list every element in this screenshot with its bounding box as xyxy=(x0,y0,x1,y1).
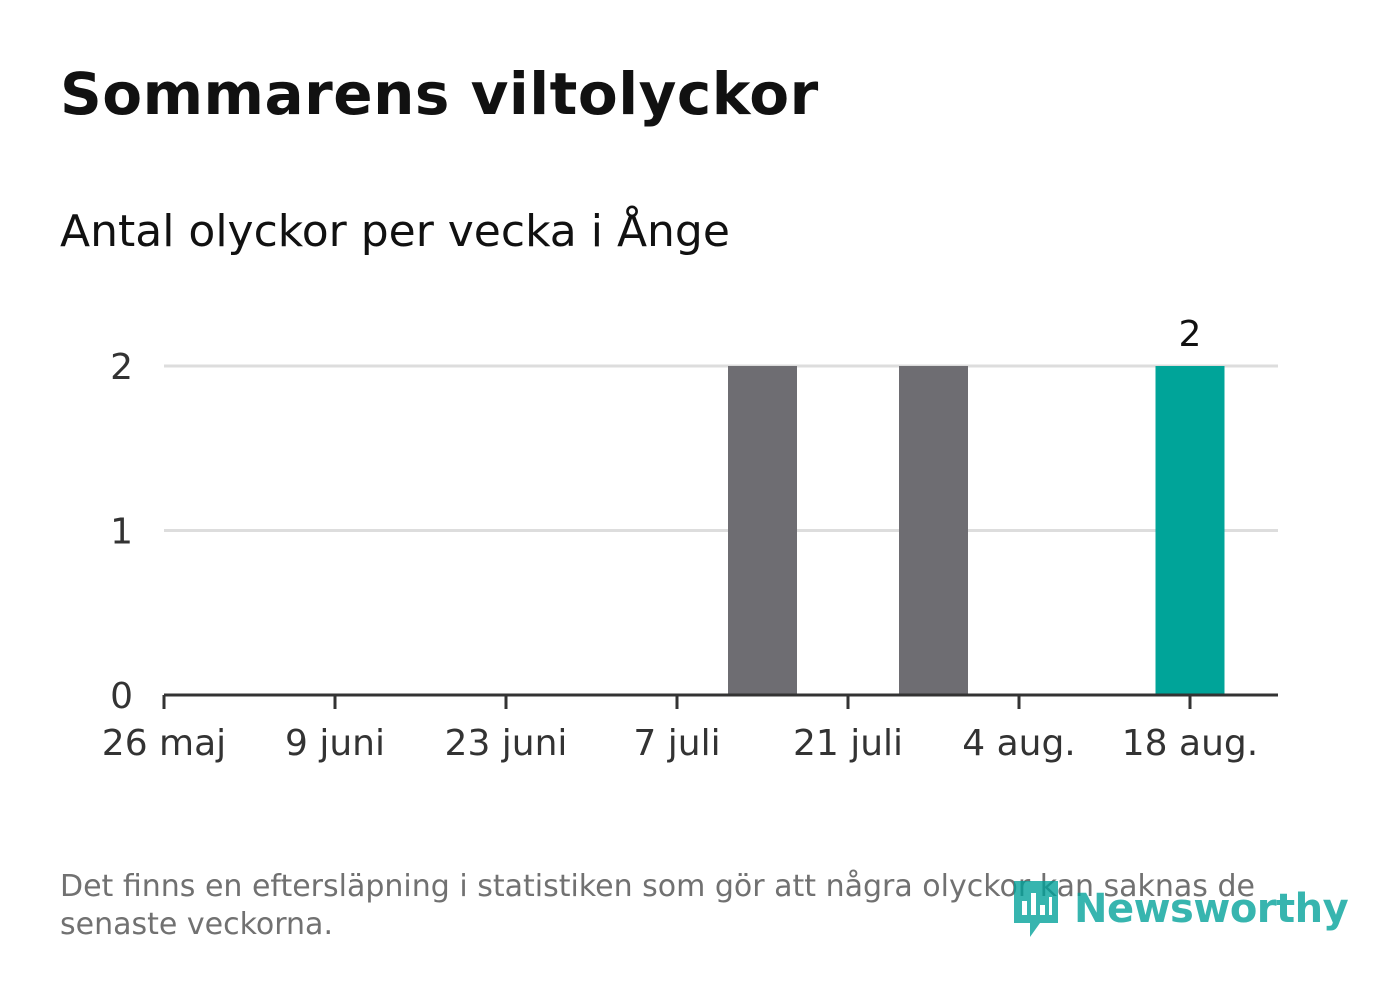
x-tick-label: 4 aug. xyxy=(962,723,1076,764)
bar xyxy=(1155,366,1225,695)
x-tick-label: 21 juli xyxy=(793,723,903,764)
data-label: 2 xyxy=(1179,314,1202,355)
bar-chart: 0 1 2 26 maj 9 juni 23 juni 7 juli 21 juli 4 au… xyxy=(102,314,1278,764)
grid-lines xyxy=(164,364,1278,532)
chart-subtitle: Antal olyckor per vecka i Ånge xyxy=(60,206,730,257)
x-tick-label: 7 juli xyxy=(633,723,720,764)
chart-title: Sommarens viltolyckor xyxy=(60,60,819,128)
y-axis-labels: 0 1 2 xyxy=(110,347,133,717)
x-axis xyxy=(162,693,1278,709)
x-tick-label: 23 juni xyxy=(445,723,568,764)
y-tick-label: 0 xyxy=(110,676,133,717)
x-tick-label: 9 juni xyxy=(285,723,385,764)
x-tick-label: 26 maj xyxy=(102,723,226,764)
bar xyxy=(728,366,797,695)
bar xyxy=(899,366,968,695)
y-tick-label: 2 xyxy=(110,347,133,388)
data-labels: 2 xyxy=(1179,314,1202,355)
x-axis-labels: 26 maj 9 juni 23 juni 7 juli 21 juli 4 aug. 18… xyxy=(102,723,1258,764)
y-tick-label: 1 xyxy=(110,512,133,553)
x-tick-label: 18 aug. xyxy=(1122,723,1258,764)
newsworthy-logo-icon xyxy=(1014,881,1058,937)
newsworthy-logo: Newsworthy xyxy=(1010,876,1349,942)
logo-text: Newsworthy xyxy=(1074,886,1349,932)
bars xyxy=(728,366,1225,695)
